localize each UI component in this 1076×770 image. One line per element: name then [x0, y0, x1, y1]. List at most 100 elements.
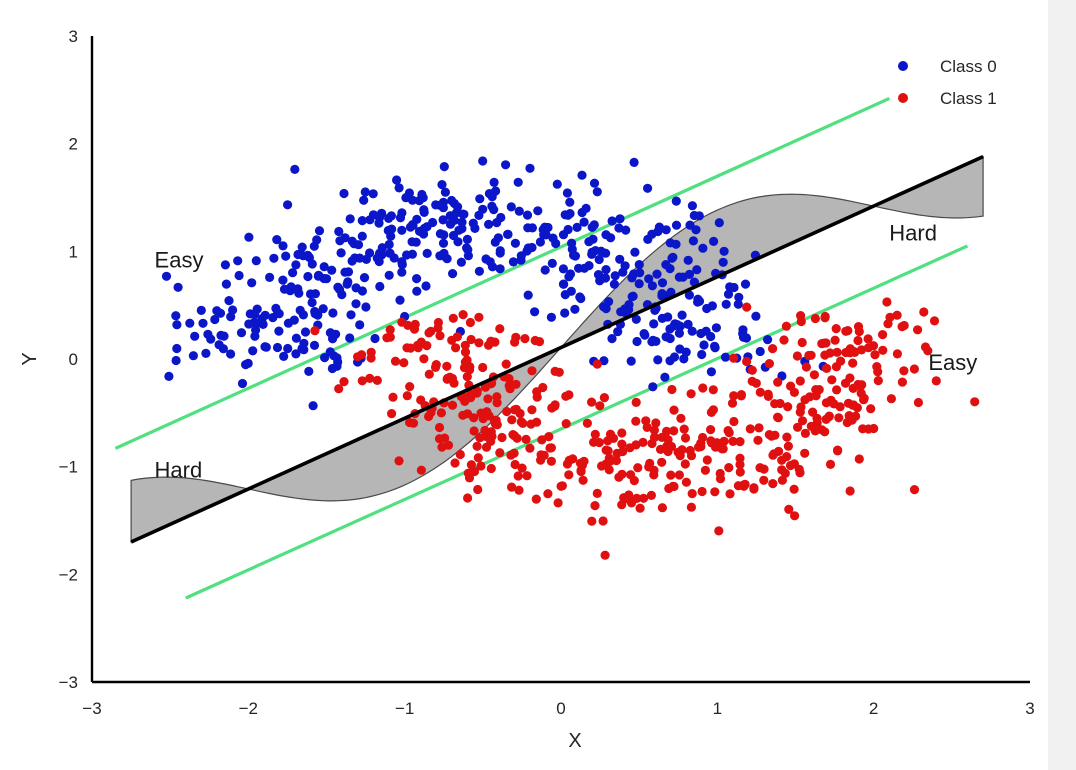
class-0-point — [489, 205, 499, 215]
class-0-point — [190, 331, 200, 341]
class-0-point — [279, 284, 290, 294]
class-1-point — [532, 387, 542, 397]
class-1-point — [781, 321, 792, 331]
class-1-point — [833, 445, 843, 455]
class-0-point — [351, 283, 361, 293]
class-1-point — [459, 394, 469, 404]
class-0-point — [649, 319, 659, 329]
class-1-point — [831, 324, 841, 334]
class-0-point — [616, 307, 626, 317]
class-1-point — [735, 459, 745, 470]
class-0-point — [648, 382, 658, 392]
class-0-point — [331, 329, 341, 339]
class-1-point — [727, 398, 738, 408]
class-1-point — [852, 403, 863, 413]
class-1-point — [504, 374, 514, 384]
class-1-point — [740, 479, 750, 489]
class-1-point — [592, 359, 602, 369]
class-0-point — [606, 233, 616, 243]
class-1-point — [700, 465, 711, 475]
class-0-point — [629, 157, 639, 167]
class-0-point — [530, 307, 540, 317]
class-1-point — [873, 367, 883, 377]
class-1-point — [687, 489, 697, 499]
class-1-point — [859, 393, 869, 403]
class-0-point — [667, 253, 677, 263]
class-1-point — [639, 493, 649, 503]
class-0-point — [615, 254, 625, 264]
y-tick-label: 3 — [69, 27, 78, 46]
class-0-point — [719, 246, 729, 256]
class-1-point — [779, 335, 789, 345]
class-0-point — [365, 248, 375, 258]
class-1-point — [601, 445, 611, 455]
class-1-point — [474, 312, 484, 322]
class-1-point — [433, 323, 443, 333]
class-0-point — [456, 257, 466, 267]
class-0-point — [384, 270, 394, 280]
class-1-point — [617, 428, 627, 438]
class-0-point — [683, 255, 693, 265]
class-0-point — [411, 237, 421, 247]
class-1-point — [674, 470, 685, 480]
class-1-point — [554, 367, 564, 377]
class-1-point — [424, 369, 434, 379]
class-0-point — [725, 282, 735, 292]
class-1-point — [531, 494, 541, 504]
class-1-point — [745, 424, 755, 434]
class-1-point — [460, 340, 470, 350]
class-0-point — [345, 333, 355, 343]
class-1-point — [708, 405, 719, 415]
class-1-point — [595, 401, 605, 411]
class-1-point — [769, 449, 779, 459]
class-1-point — [755, 387, 765, 397]
class-0-point — [587, 247, 597, 257]
class-1-point — [603, 436, 613, 446]
class-1-point — [507, 415, 517, 425]
class-1-point — [431, 360, 441, 370]
class-0-point — [281, 251, 291, 261]
class-1-point — [480, 382, 491, 392]
class-1-point — [820, 427, 830, 437]
class-1-point — [517, 463, 527, 473]
class-0-point — [218, 344, 228, 354]
class-1-point — [556, 481, 566, 491]
y-tick-label: 2 — [69, 135, 78, 154]
class-1-point — [501, 359, 511, 369]
class-1-point — [854, 326, 864, 337]
class-1-point — [754, 423, 764, 433]
class-0-point — [250, 317, 260, 327]
axes: −3 −2 −1 0 1 2 3 −3 −2 −1 0 1 2 3 X Y — [19, 27, 1035, 752]
class-1-point — [406, 343, 416, 353]
class-0-point — [706, 367, 717, 377]
class-0-point — [706, 331, 716, 342]
class-0-point — [304, 366, 314, 376]
class-0-point — [438, 238, 449, 248]
class-0-point — [675, 344, 685, 354]
class-1-point — [970, 397, 980, 407]
class-0-point — [431, 200, 441, 210]
class-1-point — [469, 466, 480, 477]
class-0-point — [751, 311, 761, 321]
class-1-point — [424, 328, 434, 338]
class-1-point — [899, 366, 909, 376]
class-1-point — [786, 381, 796, 391]
x-tick-label: −3 — [82, 699, 101, 718]
y-tick-label: −1 — [59, 458, 78, 477]
class-1-point — [472, 386, 482, 396]
class-0-point — [291, 349, 301, 359]
class-0-point — [626, 356, 636, 366]
class-1-point — [492, 398, 502, 408]
class-1-point — [522, 471, 532, 481]
class-0-point — [392, 175, 402, 185]
class-0-point — [397, 267, 407, 277]
class-0-point — [470, 223, 480, 233]
class-0-point — [421, 281, 431, 291]
class-0-point — [309, 340, 320, 350]
class-1-point — [657, 457, 667, 467]
class-1-point — [897, 377, 908, 387]
class-0-point — [370, 333, 380, 344]
class-1-point — [604, 465, 614, 475]
class-1-point — [806, 421, 816, 431]
class-1-point — [511, 332, 521, 342]
